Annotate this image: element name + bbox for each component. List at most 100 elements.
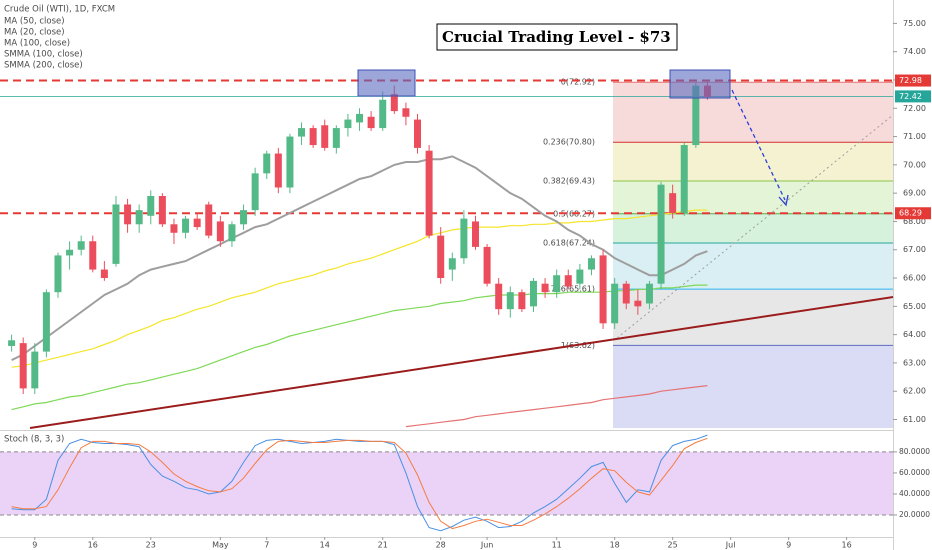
x-tick-label: 14 bbox=[320, 541, 330, 550]
price-tag-label: 72.42 bbox=[899, 92, 922, 101]
moving-average bbox=[11, 209, 708, 368]
plot-area: 0(72.92)0.236(70.80)0.382(69.43)0.5(68.2… bbox=[0, 78, 893, 428]
candle-body bbox=[135, 210, 143, 225]
y-tick-label: 74.00 bbox=[903, 47, 926, 56]
fib-band bbox=[613, 242, 893, 290]
candle-body bbox=[309, 128, 317, 146]
candle-body bbox=[89, 241, 97, 270]
legend-entry: SMMA (100, close) bbox=[4, 50, 83, 60]
annotation-box bbox=[436, 23, 678, 51]
candle-body bbox=[240, 210, 248, 225]
moving-average bbox=[405, 385, 708, 428]
highlight-box bbox=[669, 69, 731, 99]
indicator-title: Stoch (8, 3, 3) bbox=[4, 435, 64, 445]
moving-average bbox=[11, 155, 708, 361]
candle-body bbox=[425, 150, 433, 236]
fib-label: 0.786(65.61) bbox=[543, 285, 595, 294]
candle-body bbox=[124, 204, 132, 225]
candle-body bbox=[692, 85, 700, 146]
candle-body bbox=[587, 258, 595, 270]
candle-body bbox=[680, 145, 688, 213]
candle-body bbox=[286, 136, 294, 188]
candle-body bbox=[367, 116, 375, 129]
y-tick-label: 70.00 bbox=[903, 160, 926, 169]
y-tick-label: 68.00 bbox=[903, 217, 926, 226]
fib-band bbox=[613, 142, 893, 181]
candle-body bbox=[251, 173, 259, 211]
candle-body bbox=[42, 292, 50, 352]
stoch-band bbox=[0, 451, 893, 515]
candle-body bbox=[576, 269, 584, 284]
candle-body bbox=[669, 193, 677, 213]
candle-body bbox=[54, 255, 62, 293]
candle-body bbox=[553, 275, 561, 293]
candle-body bbox=[483, 246, 491, 284]
fib-label: 0(72.92) bbox=[561, 78, 595, 87]
x-tick-label: 9 bbox=[786, 541, 791, 550]
stoch-tick-label: 80.0000 bbox=[899, 447, 930, 456]
candle-body bbox=[390, 94, 398, 112]
fib-band bbox=[613, 180, 893, 214]
x-tick-label: Jun bbox=[480, 541, 494, 550]
y-tick-label: 72.00 bbox=[903, 104, 926, 113]
price-tag bbox=[895, 90, 931, 103]
x-tick-label: Jul bbox=[725, 541, 736, 550]
candle-body bbox=[506, 292, 514, 310]
stoch-tick-label: 40.0000 bbox=[899, 489, 930, 498]
y-tick-label: 64.00 bbox=[903, 330, 926, 339]
candle-body bbox=[518, 292, 526, 310]
candle-body bbox=[344, 119, 352, 129]
candle-body bbox=[379, 99, 387, 129]
candle-body bbox=[495, 283, 503, 310]
fib-label: 0.236(70.80) bbox=[543, 138, 595, 147]
candle-body bbox=[112, 204, 120, 264]
x-tick-label: 16 bbox=[842, 541, 852, 550]
candle-body bbox=[414, 119, 422, 148]
candle-body bbox=[147, 195, 155, 216]
price-tag-label: 68.29 bbox=[899, 209, 922, 218]
x-tick-label: 7 bbox=[264, 541, 269, 550]
x-tick-label: 21 bbox=[378, 541, 388, 550]
x-tick-label: 25 bbox=[668, 541, 678, 550]
x-tick-label: 18 bbox=[610, 541, 620, 550]
y-tick-label: 71.00 bbox=[903, 132, 926, 141]
y-tick-label: 62.00 bbox=[903, 387, 926, 396]
fib-band bbox=[613, 289, 893, 346]
candle-body bbox=[611, 283, 619, 324]
candle-body bbox=[19, 343, 27, 389]
candle-body bbox=[8, 340, 16, 346]
x-tick-label: 11 bbox=[552, 541, 562, 550]
candle-body bbox=[182, 218, 190, 233]
arrow-head bbox=[778, 194, 789, 207]
candle-body bbox=[564, 275, 572, 287]
projection-arrow bbox=[731, 89, 786, 201]
x-tick-label: 28 bbox=[436, 541, 446, 550]
fib-label: 0.618(67.24) bbox=[543, 238, 595, 247]
candle-body bbox=[205, 204, 213, 236]
candle-body bbox=[298, 128, 306, 137]
y-tick-label: 69.00 bbox=[903, 189, 926, 198]
candle-body bbox=[529, 280, 537, 307]
price-tag bbox=[895, 74, 931, 87]
stoch-tick-label: 60.0000 bbox=[899, 468, 930, 477]
trend-projection bbox=[616, 114, 894, 339]
chart-title: Crude Oil (WTI), 1D, FXCM bbox=[4, 5, 115, 15]
price-tag bbox=[895, 207, 931, 220]
y-tick-label: 75.00 bbox=[903, 19, 926, 28]
fib-label: 0.382(69.43) bbox=[543, 176, 595, 185]
highlight-box bbox=[357, 69, 416, 97]
candle-body bbox=[228, 224, 236, 242]
fib-band bbox=[613, 213, 893, 243]
stoch-line bbox=[11, 437, 708, 530]
candle-body bbox=[31, 351, 39, 389]
legend-entry: MA (20, close) bbox=[4, 28, 65, 38]
candle-body bbox=[66, 249, 74, 256]
candle-body bbox=[77, 241, 85, 250]
candle-body bbox=[332, 128, 340, 148]
candle-body bbox=[599, 255, 607, 324]
candle-body bbox=[356, 113, 364, 123]
candle-body bbox=[100, 269, 108, 279]
x-tick-label: 23 bbox=[146, 541, 156, 550]
candle-body bbox=[622, 283, 630, 304]
